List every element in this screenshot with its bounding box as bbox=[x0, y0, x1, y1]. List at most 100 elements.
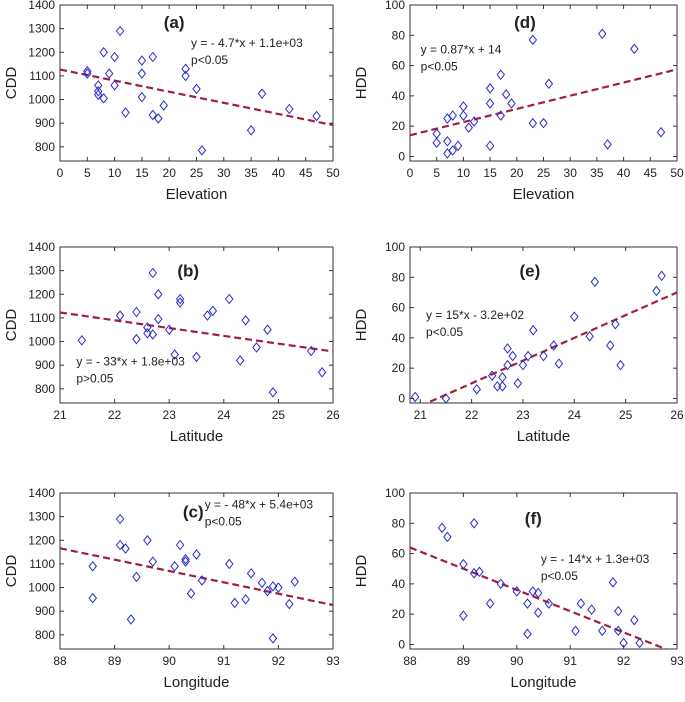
y-axis-label: HDD bbox=[353, 555, 370, 588]
x-axis-label: Longitude bbox=[511, 674, 577, 691]
data-point-diamond bbox=[469, 567, 479, 579]
x-tick-label: 26 bbox=[670, 408, 684, 422]
y-tick-label: 80 bbox=[392, 270, 406, 284]
x-tick-label: 40 bbox=[617, 166, 631, 180]
data-point-diamond bbox=[459, 101, 468, 112]
data-point-diamond bbox=[257, 577, 267, 589]
y-tick-label: 80 bbox=[392, 516, 406, 530]
data-point-diamond bbox=[437, 522, 447, 534]
data-point-diamond bbox=[143, 322, 152, 333]
y-axis-label: HDD bbox=[353, 67, 370, 100]
y-tick-label: 20 bbox=[392, 361, 406, 375]
data-point-diamond bbox=[121, 543, 130, 554]
x-tick-label: 92 bbox=[272, 654, 286, 668]
data-point-diamond bbox=[496, 69, 506, 80]
data-point-diamond bbox=[441, 393, 451, 404]
trend-line bbox=[60, 311, 333, 353]
y-tick-label: 60 bbox=[392, 59, 406, 73]
x-tick-label: 92 bbox=[617, 654, 631, 668]
y-tick-label: 100 bbox=[385, 240, 405, 254]
data-point-diamond bbox=[137, 91, 147, 103]
data-point-diamond bbox=[528, 325, 538, 336]
panel-label: (a) bbox=[164, 13, 185, 32]
panel-label: (b) bbox=[177, 261, 199, 280]
y-tick-label: 40 bbox=[392, 331, 406, 345]
data-point-diamond bbox=[159, 100, 168, 111]
data-point-diamond bbox=[104, 68, 114, 79]
data-point-diamond bbox=[657, 270, 666, 282]
data-point-diamond bbox=[154, 288, 163, 300]
x-tick-label: 15 bbox=[483, 166, 497, 180]
x-tick-label: 0 bbox=[407, 166, 414, 180]
data-point-diamond bbox=[597, 28, 607, 40]
data-point-diamond bbox=[154, 313, 163, 325]
data-point-diamond bbox=[523, 628, 532, 640]
data-point-diamond bbox=[630, 614, 639, 626]
data-point-diamond bbox=[263, 585, 272, 597]
x-tick-label: 25 bbox=[190, 166, 204, 180]
data-point-diamond bbox=[528, 586, 538, 597]
y-tick-label: 900 bbox=[35, 358, 55, 372]
x-tick-label: 50 bbox=[326, 166, 340, 180]
x-tick-label: 90 bbox=[510, 654, 524, 668]
data-point-diamond bbox=[528, 117, 538, 129]
data-point-diamond bbox=[252, 342, 261, 353]
regression-equation: y = - 4.7*x + 1.1e+03 bbox=[191, 36, 303, 50]
x-tick-label: 25 bbox=[272, 408, 286, 422]
data-point-diamond bbox=[554, 358, 564, 369]
y-tick-label: 1100 bbox=[29, 311, 55, 325]
data-point-diamond bbox=[148, 556, 158, 567]
data-point-diamond bbox=[469, 116, 479, 127]
data-point-diamond bbox=[539, 117, 548, 129]
data-point-diamond bbox=[656, 126, 666, 138]
data-point-diamond bbox=[485, 83, 495, 94]
y-tick-label: 1300 bbox=[28, 264, 55, 278]
scatter-panel-5: 88 89 90 91 92 93 800 900 1000 1100 1200 1300 1400 Lo… bbox=[3, 486, 340, 691]
x-axis-label: Latitude bbox=[517, 428, 570, 445]
y-axis-label: CDD bbox=[3, 309, 20, 342]
x-tick-label: 15 bbox=[135, 166, 149, 180]
panel-label: (f) bbox=[525, 509, 542, 528]
data-point-diamond bbox=[459, 558, 468, 570]
data-point-diamond bbox=[469, 517, 479, 529]
data-point-diamond bbox=[614, 605, 623, 617]
data-point-diamond bbox=[312, 110, 321, 122]
data-point-diamond bbox=[585, 331, 594, 342]
data-point-diamond bbox=[115, 25, 125, 37]
scatter-panel-2: 0 5 10 15 20 25 30 35 40 45 50 0 20 40 60 80 100 Elevatio… bbox=[353, 0, 684, 203]
data-point-diamond bbox=[576, 598, 586, 609]
data-point-diamond bbox=[533, 587, 543, 599]
y-axis-label: CDD bbox=[3, 555, 20, 588]
data-point-diamond bbox=[485, 598, 495, 609]
y-tick-label: 20 bbox=[392, 119, 406, 133]
data-point-diamond bbox=[432, 128, 441, 140]
data-point-diamond bbox=[192, 351, 201, 363]
data-point-diamond bbox=[285, 103, 294, 115]
y-tick-label: 1200 bbox=[28, 287, 55, 301]
data-point-diamond bbox=[539, 350, 548, 362]
data-point-diamond bbox=[170, 349, 179, 360]
data-point-diamond bbox=[606, 340, 615, 351]
data-point-diamond bbox=[523, 350, 533, 362]
x-tick-label: 20 bbox=[163, 166, 177, 180]
x-tick-label: 89 bbox=[108, 654, 122, 668]
y-tick-label: 1100 bbox=[29, 69, 55, 83]
data-point-diamond bbox=[496, 578, 506, 590]
y-tick-label: 80 bbox=[392, 28, 406, 42]
data-point-diamond bbox=[498, 381, 507, 392]
data-point-diamond bbox=[181, 63, 190, 75]
x-tick-label: 45 bbox=[299, 166, 313, 180]
data-point-diamond bbox=[115, 310, 125, 321]
data-point-diamond bbox=[448, 145, 457, 156]
data-point-diamond bbox=[192, 549, 201, 560]
data-point-diamond bbox=[443, 148, 452, 159]
data-point-diamond bbox=[619, 637, 628, 649]
panel-label: (d) bbox=[514, 13, 536, 32]
data-point-diamond bbox=[208, 305, 218, 317]
y-tick-label: 1000 bbox=[28, 335, 55, 349]
data-point-diamond bbox=[137, 68, 147, 79]
x-tick-label: 26 bbox=[326, 408, 340, 422]
x-tick-label: 50 bbox=[670, 166, 684, 180]
data-point-diamond bbox=[603, 139, 612, 150]
